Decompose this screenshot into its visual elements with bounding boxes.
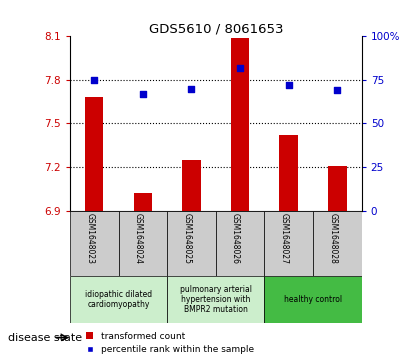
Text: healthy control: healthy control — [284, 295, 342, 304]
Bar — [167, 276, 264, 323]
Point — [334, 87, 341, 93]
Text: idiopathic dilated
cardiomyopathy: idiopathic dilated cardiomyopathy — [85, 290, 152, 309]
Bar — [118, 211, 167, 276]
Point — [286, 82, 292, 88]
Bar — [167, 211, 216, 276]
Bar — [328, 166, 346, 211]
Bar — [313, 211, 362, 276]
Text: GSM1648024: GSM1648024 — [134, 212, 143, 264]
Text: GSM1648026: GSM1648026 — [231, 212, 240, 264]
Point — [91, 77, 97, 83]
Bar — [182, 160, 201, 211]
Legend: transformed count, percentile rank within the sample: transformed count, percentile rank withi… — [83, 328, 257, 358]
Text: pulmonary arterial
hypertension with
BMPR2 mutation: pulmonary arterial hypertension with BMP… — [180, 285, 252, 314]
Bar — [70, 276, 167, 323]
Text: GSM1648027: GSM1648027 — [280, 212, 289, 264]
Point — [188, 86, 195, 91]
Bar — [231, 38, 249, 211]
Point — [237, 65, 243, 70]
Bar — [134, 193, 152, 211]
Text: GSM1648025: GSM1648025 — [182, 212, 192, 264]
Point — [140, 91, 146, 97]
Bar — [216, 211, 264, 276]
Text: GSM1648023: GSM1648023 — [85, 212, 94, 264]
Bar — [85, 97, 104, 211]
Text: disease state: disease state — [8, 333, 82, 343]
Bar — [279, 135, 298, 211]
Bar — [264, 211, 313, 276]
Bar — [264, 276, 362, 323]
Title: GDS5610 / 8061653: GDS5610 / 8061653 — [148, 22, 283, 35]
Bar — [70, 211, 118, 276]
Text: GSM1648028: GSM1648028 — [328, 212, 337, 264]
